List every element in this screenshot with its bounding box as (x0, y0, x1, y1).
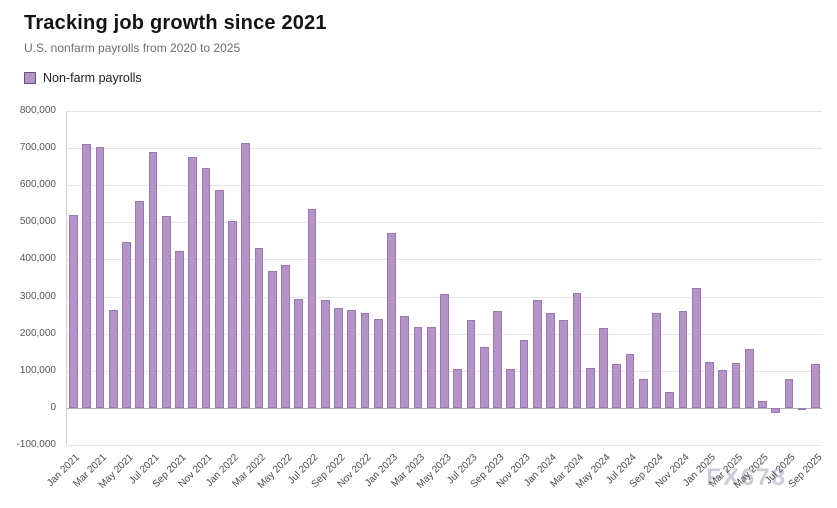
bar (241, 142, 251, 408)
bar (479, 346, 489, 408)
gridline (67, 259, 822, 261)
bar (175, 250, 184, 408)
y-axis-label: 800,000 (19, 105, 56, 116)
bar (625, 354, 635, 408)
gridline (67, 111, 822, 112)
bar (532, 300, 542, 408)
bar (413, 327, 423, 408)
bar (347, 310, 357, 408)
bar (82, 144, 92, 408)
bar (638, 378, 648, 408)
bar (572, 292, 582, 408)
bar (440, 294, 449, 408)
bar (334, 308, 343, 408)
y-axis-label: 100,000 (19, 364, 56, 376)
gridline (67, 185, 822, 187)
bar (69, 214, 78, 408)
bar (108, 310, 118, 408)
bar (585, 367, 595, 408)
bar (161, 216, 171, 408)
y-axis-label: 600,000 (19, 179, 56, 191)
bar (691, 288, 701, 408)
bar (294, 299, 304, 408)
bar (320, 299, 330, 408)
bar (387, 232, 396, 408)
bar (214, 189, 224, 408)
bar (731, 363, 741, 408)
bar (281, 264, 290, 408)
plot-area (66, 111, 822, 446)
bar (744, 349, 754, 408)
bar (453, 368, 463, 408)
chart-header: Tracking job growth since 2021 U.S. nonf… (24, 12, 813, 55)
bar (652, 313, 661, 408)
bar (493, 310, 502, 408)
legend-swatch-icon (24, 72, 36, 84)
bar (466, 320, 476, 408)
bar (373, 319, 383, 408)
bar (678, 311, 688, 408)
bar (135, 201, 145, 408)
chart-legend: Non-farm payrolls (24, 71, 142, 85)
bar (612, 364, 622, 408)
bar (705, 361, 714, 408)
y-axis-label: 200,000 (19, 327, 56, 339)
bar (784, 378, 794, 408)
bar (519, 340, 529, 408)
bar (559, 320, 569, 408)
bar (201, 167, 211, 408)
gridline (67, 445, 822, 446)
gridline (67, 222, 822, 224)
bar (797, 407, 807, 410)
bar (599, 327, 608, 408)
bar (307, 208, 317, 408)
y-axis-label: -100,000 (16, 439, 56, 450)
bar (267, 271, 277, 408)
y-axis-label: 500,000 (19, 216, 56, 228)
zero-gridline (67, 407, 822, 409)
bar (506, 368, 516, 408)
y-axis-label: 700,000 (19, 142, 56, 154)
legend-label: Non-farm payrolls (43, 71, 142, 85)
gridline (67, 148, 822, 150)
y-axis-label: 0 (50, 401, 56, 413)
bar (758, 400, 767, 408)
bar (95, 146, 105, 408)
bar (665, 391, 675, 408)
page-title: Tracking job growth since 2021 (24, 12, 327, 34)
bar (811, 363, 820, 408)
y-axis-label: 400,000 (19, 253, 56, 265)
bar (718, 370, 728, 408)
payrolls-bar-chart: FX678 800,000 700,000 600,000 500,000 400,00… (0, 95, 837, 508)
watermark: FX678 (706, 464, 787, 491)
bar (254, 248, 264, 408)
bar (122, 242, 131, 408)
bar (360, 312, 370, 408)
bar (546, 312, 555, 408)
bar (771, 407, 780, 413)
bar (148, 152, 158, 408)
bar (188, 156, 198, 408)
bar (228, 220, 237, 408)
bar (426, 327, 436, 408)
y-axis-label: 300,000 (19, 290, 56, 302)
page-subtitle: U.S. nonfarm payrolls from 2020 to 2025 (24, 41, 241, 55)
bar (400, 315, 410, 408)
